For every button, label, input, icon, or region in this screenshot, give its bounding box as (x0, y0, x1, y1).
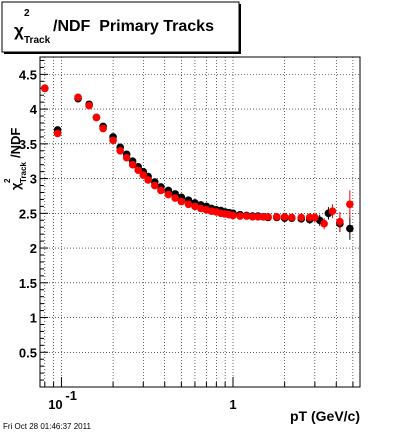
data-point-red (280, 212, 289, 221)
data-point-red (144, 176, 152, 184)
data-point-red (328, 207, 337, 216)
data-point-red (128, 160, 137, 169)
y-axis-label: χ 2 Track /NDF (3, 128, 28, 190)
data-point-red (336, 217, 344, 226)
y-tick-label: 2 (30, 241, 37, 256)
data-point-red (164, 190, 173, 199)
y-tick-label: 2.5 (19, 206, 37, 221)
data-point-red (74, 93, 82, 102)
data-point-red (297, 213, 306, 222)
plot-area: 0.5 1 1.5 2 2.5 3 3.5 4 4.5 10-1 1 (19, 56, 361, 412)
ylabel-superscript: 2 (3, 178, 12, 183)
data-point-red (171, 194, 179, 202)
data-point-red (320, 219, 328, 228)
data-point-red (92, 113, 101, 122)
title-box-frame (1, 1, 240, 53)
data-point-red (85, 101, 93, 110)
data-point-red (134, 166, 142, 175)
data-point-red (191, 202, 199, 211)
title-box: χ 2 Track /NDF Primary Tracks (1, 1, 241, 54)
data-point-red (109, 136, 117, 145)
data-point-red (41, 84, 49, 93)
x-axis-label: pT (GeV/c) (290, 408, 360, 424)
x-tick-label-exponent: -1 (65, 388, 77, 403)
data-point-red (248, 212, 257, 221)
title-box-shadow-bottom (4, 52, 239, 54)
data-point-red (53, 129, 62, 138)
data-point-red (157, 186, 165, 195)
y-tick-label: 4 (30, 102, 38, 117)
y-tick-label: 0.5 (19, 345, 37, 360)
y-tick-label: 4.5 (19, 67, 37, 82)
data-point-red (99, 124, 107, 133)
data-point-red (346, 200, 354, 209)
data-point-red (150, 181, 159, 190)
title-superscript: 2 (24, 8, 30, 19)
data-point-red (242, 212, 251, 220)
data-point-red (116, 146, 124, 155)
data-point-red (287, 213, 296, 222)
y-tick-label: 1 (30, 311, 37, 326)
data-point-red (177, 197, 186, 206)
plot-frame (39, 56, 361, 388)
grid-layer (40, 57, 360, 387)
data-point-red (184, 200, 193, 209)
data-point-red (236, 212, 244, 220)
data-point-red (264, 212, 272, 221)
ylabel-subscript: Track (19, 162, 28, 183)
title-box-shadow-right (239, 4, 241, 54)
x-tick-label: 10 (48, 397, 62, 412)
ylabel-symbol: χ (8, 182, 23, 190)
title-suffix: /NDF Primary Tracks (53, 18, 214, 35)
y-tick-label: 3.5 (19, 137, 37, 152)
data-point-red (272, 212, 281, 221)
data-point-red (122, 153, 131, 162)
x-tick-label: 1 (229, 397, 236, 412)
y-tick-label: 3 (30, 172, 37, 187)
ylabel-suffix: /NDF (8, 128, 23, 158)
title-symbol: χ (14, 21, 24, 40)
series-layer (41, 84, 354, 240)
data-point-red (139, 171, 148, 179)
y-tick-label: 1.5 (19, 276, 37, 291)
data-point-black (346, 224, 354, 233)
tick-layer: 0.5 1 1.5 2 2.5 3 3.5 4 4.5 10-1 1 (19, 59, 354, 412)
footer-timestamp: Fri Oct 28 01:46:37 2011 (3, 422, 91, 431)
data-point-red (229, 211, 237, 220)
data-point-red (311, 213, 319, 222)
title-subscript: Track (24, 35, 51, 46)
